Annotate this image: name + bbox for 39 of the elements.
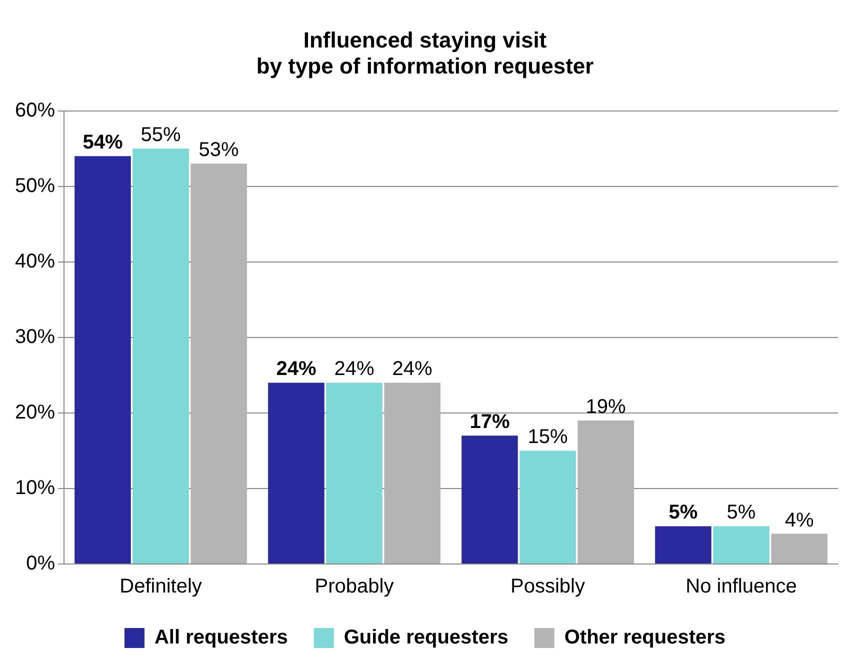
data-label: 24% — [334, 358, 374, 380]
y-tick-label: 0% — [26, 552, 56, 575]
legend-label: Other requesters — [564, 626, 726, 649]
data-label: 55% — [140, 124, 182, 146]
bar — [326, 382, 382, 564]
data-label: 4% — [784, 509, 814, 532]
bar — [520, 450, 576, 564]
y-tick-label: 50% — [15, 174, 56, 197]
y-tick-label: 30% — [15, 326, 56, 348]
data-label: 53% — [198, 139, 240, 162]
chart-title: Influenced staying visit by type of information requester — [256, 27, 594, 79]
legend-label: Guide requesters — [344, 626, 508, 649]
data-label: 15% — [528, 426, 568, 448]
data-label: 19% — [586, 396, 626, 418]
data-label: 24% — [392, 358, 433, 380]
bar — [713, 526, 770, 564]
bar — [132, 148, 189, 564]
y-tick-label: 40% — [15, 250, 56, 272]
bar — [268, 382, 324, 564]
bar — [655, 526, 712, 564]
y-tick-label: 20% — [15, 401, 56, 424]
y-tick-label: 10% — [15, 476, 56, 499]
data-label: 17% — [470, 411, 510, 434]
x-tick-label: Probably — [314, 576, 394, 598]
bar — [190, 164, 247, 564]
bar — [384, 382, 440, 564]
y-tick-label: 60% — [15, 99, 56, 122]
bar — [771, 534, 828, 564]
x-tick-label: No influence — [686, 576, 797, 598]
bar — [578, 420, 634, 564]
x-tick-label: Possibly — [510, 576, 586, 598]
data-label: 5% — [726, 502, 756, 524]
data-label: 24% — [276, 358, 316, 380]
bar — [462, 436, 518, 564]
data-label: 5% — [668, 502, 698, 524]
legend-label: All requesters — [154, 626, 288, 649]
bar — [74, 156, 131, 564]
x-tick-label: Definitely — [120, 576, 202, 598]
data-label: 54% — [82, 132, 123, 154]
